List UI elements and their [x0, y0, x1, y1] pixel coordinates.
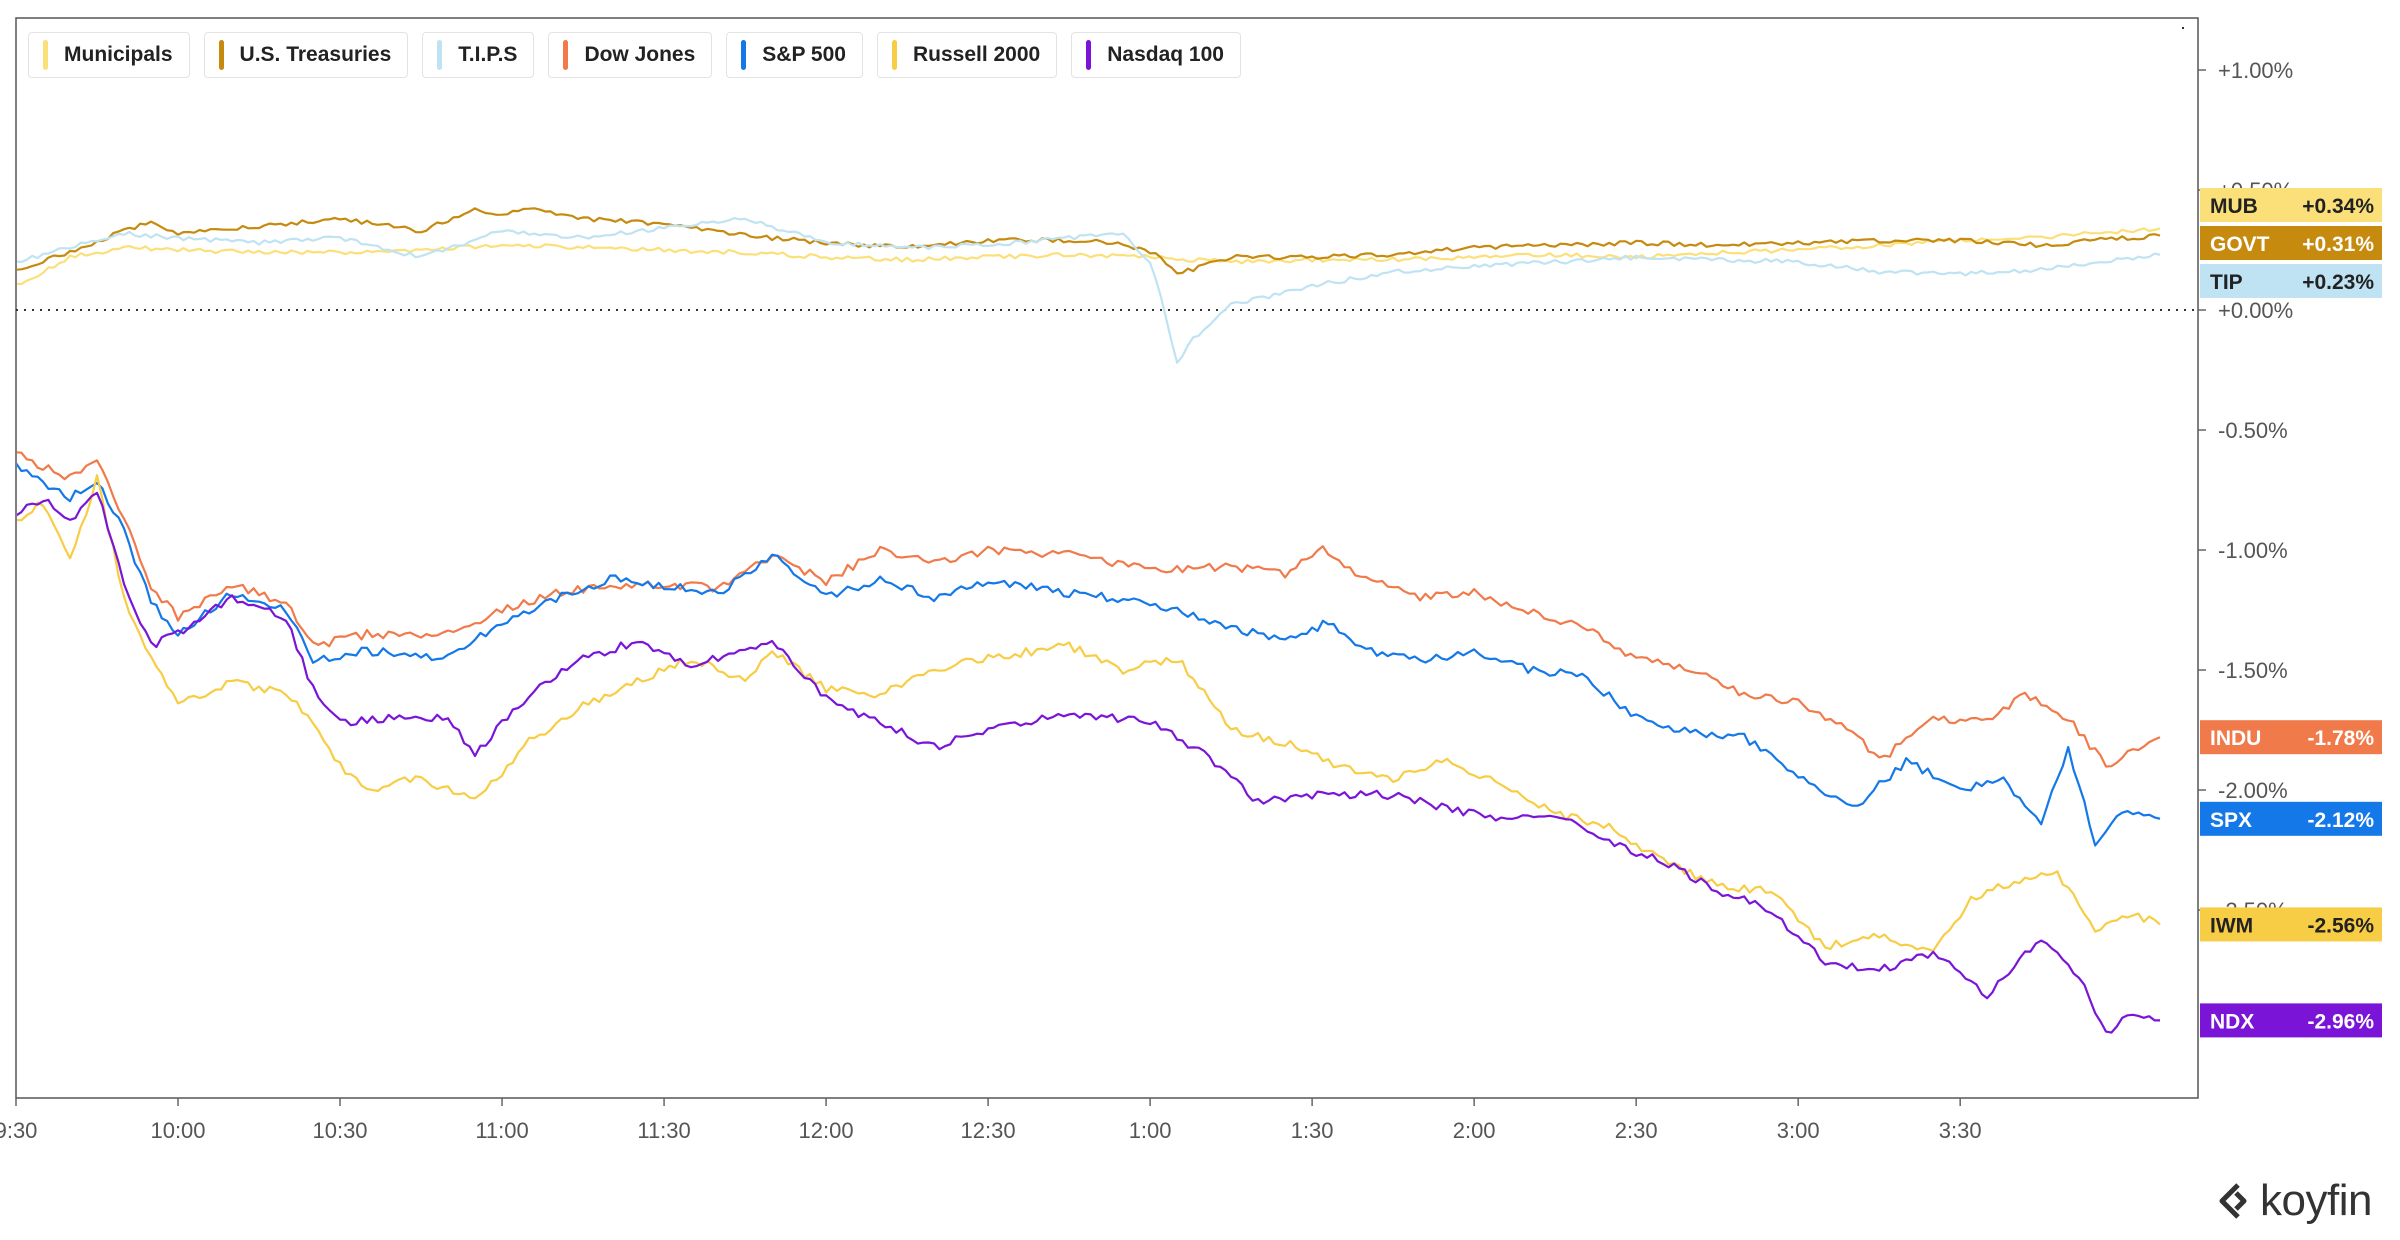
legend-item-dow-jones[interactable]: Dow Jones: [548, 32, 713, 78]
y-tick-label: -2.00%: [2218, 778, 2288, 803]
plot-frame: [15, 17, 2199, 1099]
legend-label: Municipals: [64, 43, 173, 66]
legend-swatch: [891, 40, 897, 70]
end-label-ndx: NDX -2.96%: [2200, 1003, 2382, 1038]
series-line-ndx: [17, 491, 2160, 1034]
koyfin-logo-text: koyfin: [2260, 1176, 2372, 1225]
legend-label: Russell 2000: [912, 43, 1041, 66]
y-tick-label: +0.00%: [2218, 298, 2293, 323]
legend-label: Nasdaq 100: [1107, 43, 1224, 66]
koyfin-logo: koyfin: [2216, 1176, 2372, 1226]
end-label-bg: [2200, 720, 2382, 755]
end-label-ticker: MUB: [2210, 195, 2258, 218]
series-line-tip: [17, 217, 2161, 364]
end-label-iwm: IWM -2.56%: [2200, 907, 2382, 942]
end-label-ticker: INDU: [2210, 727, 2261, 750]
legend-label: U.S. Treasuries: [239, 43, 392, 66]
x-tick-label: 2:30: [1615, 1118, 1658, 1143]
x-tick-label: 3:30: [1939, 1118, 1982, 1143]
end-label-ticker: NDX: [2210, 1010, 2254, 1033]
legend-swatch: [437, 40, 443, 70]
legend-swatch: [741, 40, 747, 70]
end-label-bg: [2200, 226, 2382, 260]
y-tick-label: +1.00%: [2218, 58, 2293, 83]
x-tick-label: 12:00: [799, 1118, 854, 1143]
end-label-value: -2.56%: [2307, 914, 2374, 937]
legend-swatch: [1086, 40, 1092, 70]
end-label-spx: SPX -2.12%: [2200, 801, 2382, 836]
legend: Municipals U.S. Treasuries T.I.P.S Dow J…: [28, 32, 1241, 78]
legend-label: S&P 500: [762, 43, 846, 66]
x-tick-label: 2:00: [1453, 1118, 1496, 1143]
legend-item-us-treasuries[interactable]: U.S. Treasuries: [203, 32, 409, 78]
end-label-bg: [2200, 1003, 2382, 1038]
legend-swatch: [43, 40, 48, 70]
x-tick-label: 11:00: [475, 1118, 528, 1143]
x-tick-label: 3:00: [1777, 1118, 1820, 1143]
legend-item-nasdaq-100[interactable]: Nasdaq 100: [1071, 32, 1241, 78]
end-label-indu: INDU -1.78%: [2200, 720, 2382, 755]
series-line-indu: [17, 451, 2161, 768]
legend-item-municipals[interactable]: Municipals: [28, 32, 190, 78]
x-tick-label: 1:30: [1291, 1118, 1334, 1143]
koyfin-logo-icon: [2219, 1183, 2247, 1219]
x-tick-label: 9:30: [0, 1118, 37, 1143]
end-label-ticker: TIP: [2210, 271, 2243, 294]
end-label-value: +0.34%: [2302, 195, 2374, 218]
x-tick-label: 10:00: [150, 1118, 205, 1143]
legend-item-tips[interactable]: T.I.P.S: [422, 32, 535, 78]
x-tick-label: 12:30: [961, 1118, 1016, 1143]
end-label-tip: TIP +0.23%: [2200, 264, 2382, 298]
legend-swatch: [218, 40, 224, 70]
x-tick-label: 1:00: [1129, 1118, 1172, 1143]
x-tick-label: 10:30: [312, 1118, 367, 1143]
end-label-value: -2.12%: [2307, 809, 2374, 832]
end-label-bg: [2200, 907, 2382, 942]
y-tick-label: -0.50%: [2218, 418, 2288, 443]
end-label-value: -1.78%: [2307, 727, 2374, 750]
end-label-value: +0.23%: [2302, 271, 2374, 294]
legend-label: T.I.P.S: [458, 43, 518, 66]
y-tick-label: -1.00%: [2218, 538, 2288, 563]
end-label-bg: [2200, 264, 2382, 298]
series-line-mub: [17, 227, 2161, 286]
end-label-value: -2.96%: [2307, 1010, 2374, 1033]
series-line-govt: [17, 207, 2161, 275]
end-label-bg: [2200, 188, 2382, 222]
y-tick-label: -1.50%: [2218, 658, 2288, 683]
end-label-bg: [2200, 801, 2382, 836]
end-label-mub: MUB +0.34%: [2200, 188, 2382, 222]
legend-item-russell-2000[interactable]: Russell 2000: [876, 32, 1058, 78]
legend-item-sp-500[interactable]: S&P 500: [726, 32, 863, 78]
series-line-iwm: [17, 474, 2161, 952]
series-line-spx: [17, 462, 2161, 847]
legend-swatch: [563, 40, 569, 70]
end-label-govt: GOVT +0.31%: [2200, 226, 2382, 260]
x-tick-label: 11:30: [637, 1118, 690, 1143]
end-label-ticker: IWM: [2210, 914, 2253, 937]
end-label-ticker: SPX: [2210, 809, 2252, 832]
end-label-value: +0.31%: [2302, 233, 2374, 256]
end-label-ticker: GOVT: [2210, 233, 2270, 256]
legend-label: Dow Jones: [584, 43, 696, 66]
